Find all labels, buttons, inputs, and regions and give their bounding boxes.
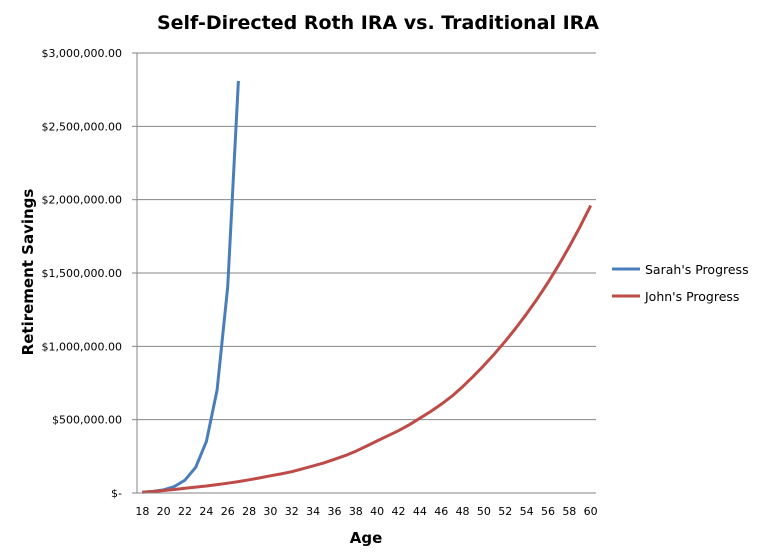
gridlines — [137, 52, 596, 421]
x-tick-label: 42 — [392, 505, 406, 518]
x-tick-label: 44 — [413, 505, 427, 518]
y-tick-label: $1,000,000.00 — [42, 340, 122, 353]
x-tick-label: 20 — [157, 505, 171, 518]
x-tick-label: 58 — [562, 505, 576, 518]
x-tick-label: 50 — [477, 505, 491, 518]
x-tick-label: 52 — [498, 505, 512, 518]
x-tick-label: 26 — [221, 505, 235, 518]
y-tick-label: $- — [111, 487, 122, 500]
x-tick-label: 48 — [456, 505, 470, 518]
x-tick-label: 40 — [370, 505, 384, 518]
legend-label-john: John's Progress — [644, 289, 739, 304]
series-line-john — [142, 204, 593, 494]
x-tick-label: 46 — [434, 505, 448, 518]
series-lines — [142, 80, 593, 494]
x-tick-label: 18 — [135, 505, 149, 518]
y-tick-label: $500,000.00 — [52, 414, 122, 427]
legend-label-sarah: Sarah's Progress — [645, 262, 749, 277]
y-tick-label: $2,000,000.00 — [42, 194, 122, 207]
y-tick-label: $2,500,000.00 — [42, 120, 122, 133]
x-tick-label: 28 — [242, 505, 256, 518]
y-tick-label: $1,500,000.00 — [42, 267, 122, 280]
x-tick-label: 56 — [541, 505, 555, 518]
x-axis-ticks: 18 20 22 24 26 28 30 32 34 36 38 40 42 44 46 48 50 52 54 56… — [135, 505, 597, 518]
x-tick-label: 24 — [199, 505, 213, 518]
series-line-sarah — [142, 80, 240, 494]
x-tick-label: 22 — [178, 505, 192, 518]
y-tick-label: $3,000,000.00 — [42, 47, 122, 60]
y-axis-label: Retirement Savings — [19, 189, 37, 356]
y-axis-ticks: $- $500,000.00 $1,000,000.00 $1,500,000.00 $… — [42, 47, 137, 500]
x-tick-label: 32 — [285, 505, 299, 518]
x-tick-label: 36 — [327, 505, 341, 518]
x-tick-label: 34 — [306, 505, 320, 518]
x-tick-label: 54 — [520, 505, 534, 518]
chart-title: Self-Directed Roth IRA vs. Traditional I… — [157, 12, 599, 34]
x-tick-label: 38 — [349, 505, 363, 518]
x-tick-label: 60 — [584, 505, 598, 518]
x-axis-label: Age — [350, 529, 383, 547]
legend: Sarah's Progress John's Progress — [612, 262, 749, 304]
x-tick-label: 30 — [263, 505, 277, 518]
